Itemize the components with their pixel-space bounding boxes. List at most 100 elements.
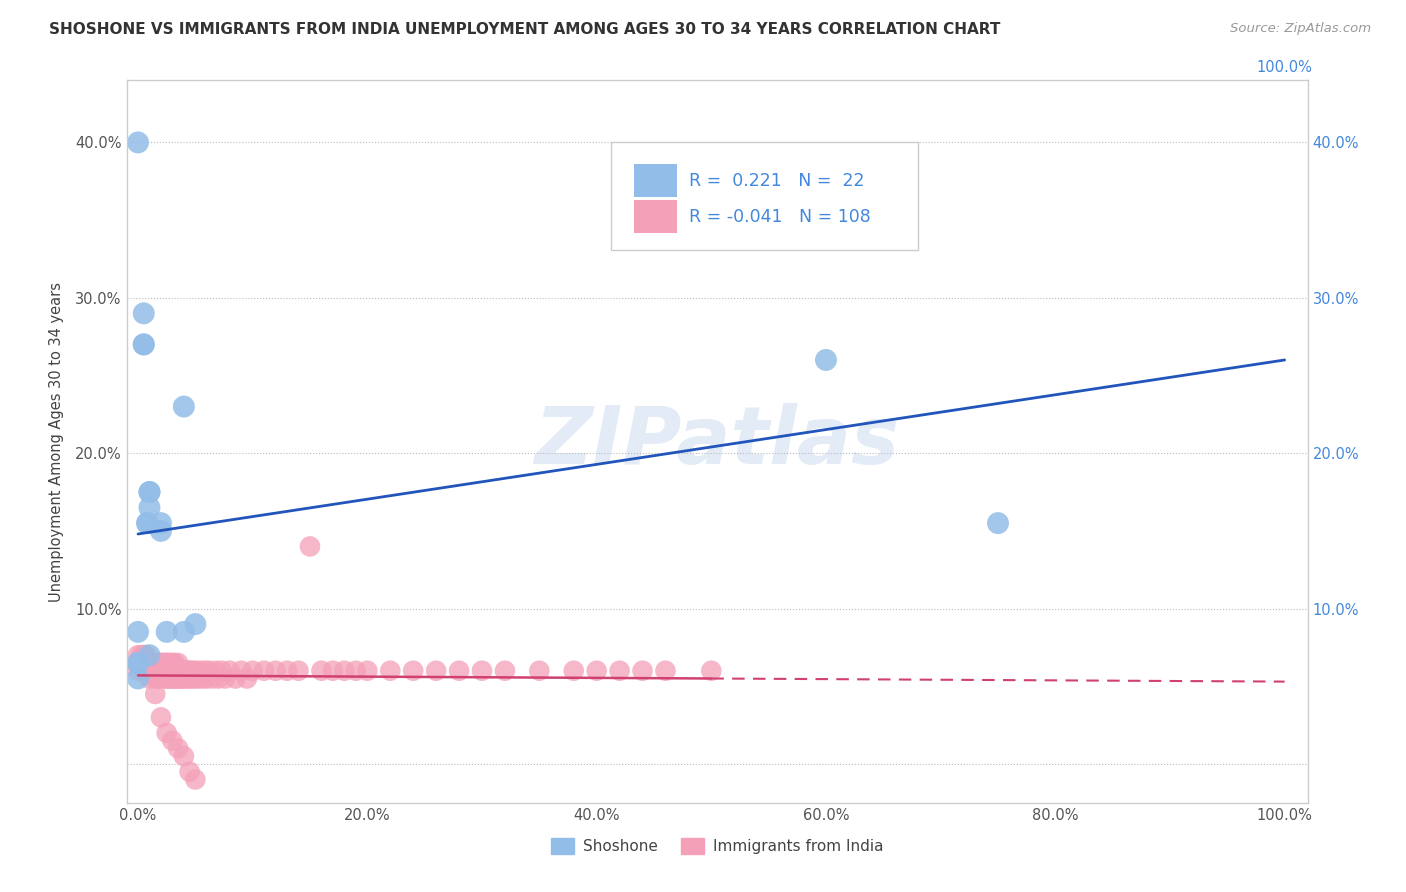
- Point: [145, 656, 167, 670]
- Point: [156, 656, 179, 670]
- Point: [218, 664, 240, 678]
- Point: [127, 136, 149, 150]
- Point: [148, 656, 170, 670]
- Point: [149, 656, 172, 670]
- Point: [148, 672, 170, 686]
- Point: [162, 672, 184, 686]
- Point: [134, 656, 156, 670]
- Point: [356, 664, 378, 678]
- Point: [131, 648, 153, 663]
- Point: [159, 656, 181, 670]
- Point: [700, 664, 723, 678]
- Point: [180, 664, 202, 678]
- Point: [585, 664, 607, 678]
- Point: [127, 672, 149, 686]
- Point: [190, 664, 212, 678]
- Text: R = -0.041   N = 108: R = -0.041 N = 108: [689, 208, 870, 226]
- Point: [425, 664, 447, 678]
- Point: [174, 664, 197, 678]
- Point: [156, 624, 179, 639]
- Point: [132, 337, 155, 351]
- Point: [298, 540, 321, 554]
- Point: [131, 656, 153, 670]
- Point: [143, 664, 166, 678]
- Point: [138, 664, 160, 678]
- Point: [181, 664, 204, 678]
- Point: [184, 772, 207, 787]
- FancyBboxPatch shape: [634, 200, 676, 234]
- Point: [132, 306, 155, 320]
- Point: [322, 664, 344, 678]
- Point: [179, 672, 201, 686]
- Point: [132, 648, 155, 663]
- Point: [143, 656, 166, 670]
- Point: [169, 672, 191, 686]
- Point: [141, 656, 163, 670]
- Point: [132, 337, 155, 351]
- Point: [177, 664, 200, 678]
- Text: ZIPatlas: ZIPatlas: [534, 402, 900, 481]
- Point: [814, 353, 837, 368]
- Point: [156, 656, 179, 670]
- Point: [136, 516, 159, 530]
- Point: [198, 664, 221, 678]
- Point: [135, 656, 157, 670]
- Point: [380, 664, 402, 678]
- Point: [173, 749, 195, 764]
- Point: [127, 624, 149, 639]
- Point: [166, 672, 188, 686]
- Point: [471, 664, 494, 678]
- Point: [287, 664, 309, 678]
- Point: [179, 764, 201, 779]
- FancyBboxPatch shape: [634, 164, 676, 197]
- Point: [211, 664, 233, 678]
- Point: [153, 656, 176, 670]
- Point: [494, 664, 516, 678]
- Point: [156, 672, 179, 686]
- Point: [138, 656, 160, 670]
- Point: [129, 656, 152, 670]
- Point: [134, 648, 156, 663]
- Point: [187, 672, 209, 686]
- Point: [127, 656, 149, 670]
- Point: [195, 672, 218, 686]
- Point: [136, 656, 159, 670]
- Point: [127, 648, 149, 663]
- Text: Source: ZipAtlas.com: Source: ZipAtlas.com: [1230, 22, 1371, 36]
- Point: [214, 672, 236, 686]
- Point: [449, 664, 471, 678]
- Point: [609, 664, 631, 678]
- Point: [172, 672, 194, 686]
- Point: [231, 664, 253, 678]
- Point: [136, 664, 159, 678]
- Point: [184, 672, 207, 686]
- Point: [173, 664, 195, 678]
- Point: [138, 485, 160, 500]
- Point: [138, 500, 160, 515]
- Point: [169, 672, 191, 686]
- Point: [138, 485, 160, 500]
- FancyBboxPatch shape: [610, 142, 918, 250]
- Point: [242, 664, 264, 678]
- Point: [167, 656, 190, 670]
- Point: [236, 672, 259, 686]
- Point: [180, 672, 202, 686]
- Point: [264, 664, 287, 678]
- Point: [253, 664, 276, 678]
- Point: [138, 672, 160, 686]
- Point: [631, 664, 654, 678]
- Point: [136, 516, 159, 530]
- Point: [184, 617, 207, 632]
- Point: [155, 672, 177, 686]
- Point: [163, 656, 186, 670]
- Point: [160, 672, 183, 686]
- Point: [127, 656, 149, 670]
- Point: [170, 664, 193, 678]
- Point: [167, 741, 190, 756]
- Point: [127, 656, 149, 670]
- Y-axis label: Unemployment Among Ages 30 to 34 years: Unemployment Among Ages 30 to 34 years: [49, 282, 63, 601]
- Point: [143, 687, 166, 701]
- Point: [146, 672, 169, 686]
- Point: [344, 664, 367, 678]
- Point: [149, 524, 172, 538]
